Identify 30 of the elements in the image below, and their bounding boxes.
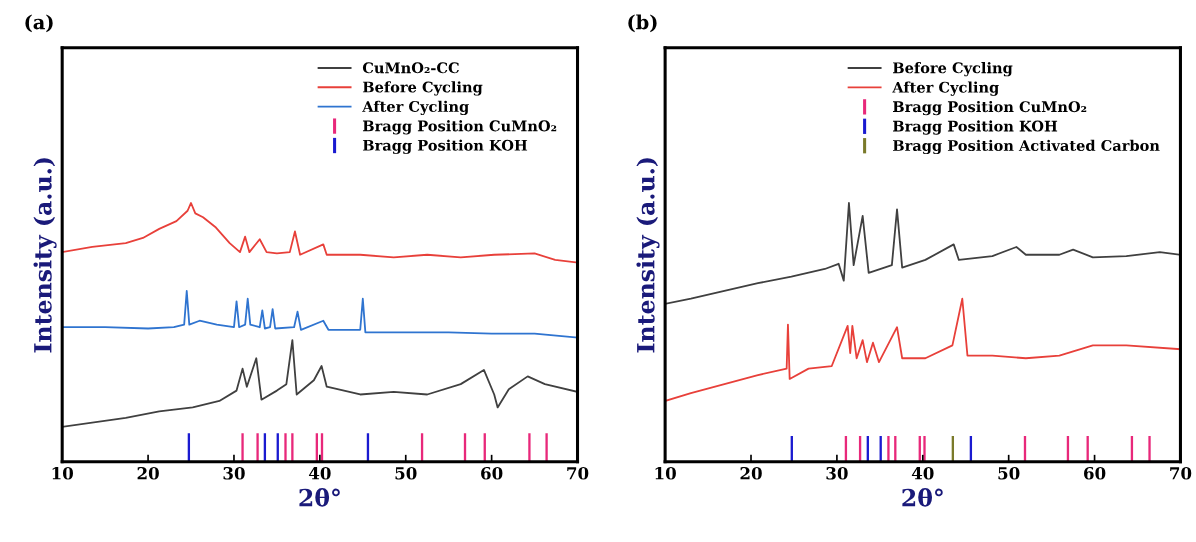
- legend-label: Before Cycling: [362, 81, 483, 96]
- legend-label: Bragg Position Activated Carbon: [893, 139, 1160, 155]
- legend-label: After Cycling: [892, 81, 999, 96]
- chart-title: (a): [25, 14, 53, 33]
- x-tick-label: 50: [998, 466, 1020, 480]
- chart-title: (b): [628, 14, 657, 33]
- x-axis-title: 2θ°: [902, 488, 943, 507]
- x-tick-label: 50: [395, 466, 417, 480]
- x-tick-label: 10: [655, 466, 676, 480]
- legend-label: After Cycling: [362, 100, 469, 116]
- legend-label: Bragg Position CuMnO₂: [893, 100, 1087, 116]
- x-tick-label: 60: [481, 466, 503, 480]
- legend-label: CuMnO₂-CC: [362, 62, 459, 74]
- x-tick-label: 40: [308, 466, 331, 480]
- legend-label: Bragg Position KOH: [893, 120, 1058, 135]
- x-tick-label: 20: [740, 466, 762, 480]
- x-tick-label: 70: [567, 466, 589, 480]
- y-axis-title: Intensity (a.u.): [636, 158, 660, 353]
- x-tick-label: 20: [137, 466, 159, 480]
- x-tick-label: 40: [911, 466, 934, 480]
- x-tick-label: 10: [52, 466, 74, 480]
- y-axis-title: Intensity (a.u.): [33, 158, 57, 353]
- x-tick-label: 70: [1170, 466, 1192, 480]
- legend-label: Before Cycling: [893, 62, 1013, 77]
- x-tick-label: 30: [826, 466, 848, 480]
- x-axis-title: 2θ°: [299, 488, 340, 507]
- x-tick-label: 30: [223, 466, 245, 480]
- legend-label: Bragg Position CuMnO₂: [362, 120, 557, 135]
- x-tick-label: 60: [1084, 466, 1106, 480]
- legend-label: Bragg Position KOH: [362, 139, 528, 154]
